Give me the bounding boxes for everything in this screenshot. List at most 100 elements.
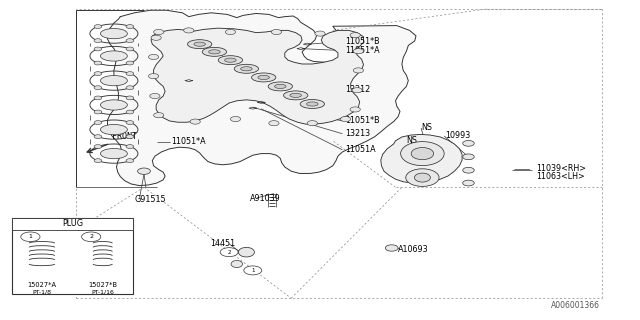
Circle shape	[244, 266, 262, 275]
Circle shape	[126, 145, 134, 148]
Ellipse shape	[275, 84, 286, 88]
Circle shape	[190, 119, 200, 124]
Text: 15027*A: 15027*A	[28, 283, 56, 288]
Text: A91039: A91039	[250, 194, 280, 203]
Text: PT-1/16: PT-1/16	[92, 289, 114, 294]
Ellipse shape	[406, 169, 439, 186]
Circle shape	[350, 107, 360, 112]
Circle shape	[94, 135, 102, 139]
Circle shape	[94, 86, 102, 90]
Polygon shape	[381, 134, 462, 183]
Text: 11051*B: 11051*B	[346, 116, 380, 125]
Ellipse shape	[100, 76, 127, 86]
Circle shape	[315, 31, 325, 36]
Ellipse shape	[100, 124, 127, 135]
Circle shape	[94, 61, 102, 65]
Ellipse shape	[284, 91, 308, 100]
Circle shape	[126, 96, 134, 100]
Circle shape	[225, 29, 236, 35]
Circle shape	[463, 140, 474, 146]
Circle shape	[94, 110, 102, 114]
Circle shape	[82, 232, 101, 242]
Text: 2: 2	[227, 250, 231, 255]
Ellipse shape	[100, 51, 127, 61]
Ellipse shape	[241, 67, 252, 71]
Circle shape	[307, 121, 317, 126]
Circle shape	[352, 88, 362, 93]
Circle shape	[126, 47, 134, 51]
Circle shape	[148, 74, 159, 79]
Circle shape	[126, 39, 134, 43]
Circle shape	[126, 61, 134, 65]
Ellipse shape	[225, 58, 236, 62]
Text: 11063<LH>: 11063<LH>	[536, 172, 585, 181]
Ellipse shape	[415, 173, 431, 182]
Text: 10993: 10993	[445, 131, 470, 140]
Circle shape	[271, 29, 282, 35]
Text: 1: 1	[28, 234, 33, 239]
Circle shape	[150, 93, 160, 99]
Ellipse shape	[238, 247, 255, 257]
Circle shape	[220, 248, 238, 257]
Circle shape	[184, 28, 194, 33]
Ellipse shape	[300, 100, 324, 108]
Ellipse shape	[412, 148, 434, 160]
Text: 13212: 13212	[346, 85, 371, 94]
Circle shape	[126, 121, 134, 124]
Circle shape	[20, 232, 40, 242]
Circle shape	[350, 33, 360, 38]
Circle shape	[94, 25, 102, 28]
Ellipse shape	[268, 82, 292, 91]
Text: PLUG: PLUG	[62, 220, 83, 228]
Circle shape	[126, 72, 134, 76]
Ellipse shape	[209, 50, 220, 54]
Circle shape	[126, 159, 134, 163]
Circle shape	[126, 25, 134, 28]
Text: 11051*B: 11051*B	[346, 37, 380, 46]
Circle shape	[269, 121, 279, 126]
Ellipse shape	[231, 260, 243, 268]
Text: NS: NS	[406, 136, 417, 145]
Circle shape	[154, 29, 164, 35]
Bar	[12, 218, 133, 294]
Circle shape	[94, 121, 102, 124]
Circle shape	[230, 116, 241, 122]
Circle shape	[94, 96, 102, 100]
Circle shape	[463, 154, 474, 160]
Ellipse shape	[194, 42, 205, 46]
Ellipse shape	[401, 141, 444, 166]
Ellipse shape	[188, 40, 212, 49]
Circle shape	[94, 145, 102, 148]
Text: NS: NS	[421, 123, 432, 132]
Circle shape	[154, 113, 164, 118]
Circle shape	[94, 39, 102, 43]
Text: G91515: G91515	[134, 195, 166, 204]
Ellipse shape	[307, 102, 318, 106]
Ellipse shape	[202, 47, 227, 56]
Ellipse shape	[100, 100, 127, 110]
Circle shape	[126, 86, 134, 90]
Circle shape	[385, 245, 398, 251]
Ellipse shape	[218, 56, 243, 65]
Circle shape	[94, 47, 102, 51]
Circle shape	[151, 35, 161, 40]
Text: FRONT: FRONT	[112, 132, 137, 141]
Ellipse shape	[234, 64, 259, 73]
Polygon shape	[108, 10, 416, 186]
Text: 11039<RH>: 11039<RH>	[536, 164, 586, 173]
Circle shape	[138, 168, 150, 174]
Text: 11051*A: 11051*A	[346, 46, 380, 55]
Text: 2: 2	[89, 234, 93, 239]
Circle shape	[126, 135, 134, 139]
Text: PT-1/8: PT-1/8	[33, 289, 51, 294]
Circle shape	[148, 54, 159, 60]
Text: A10693: A10693	[398, 245, 429, 254]
Circle shape	[94, 159, 102, 163]
Ellipse shape	[290, 93, 301, 98]
Ellipse shape	[100, 28, 127, 39]
Circle shape	[463, 167, 474, 173]
Circle shape	[94, 72, 102, 76]
Circle shape	[353, 49, 364, 54]
Polygon shape	[151, 28, 364, 124]
Circle shape	[126, 110, 134, 114]
